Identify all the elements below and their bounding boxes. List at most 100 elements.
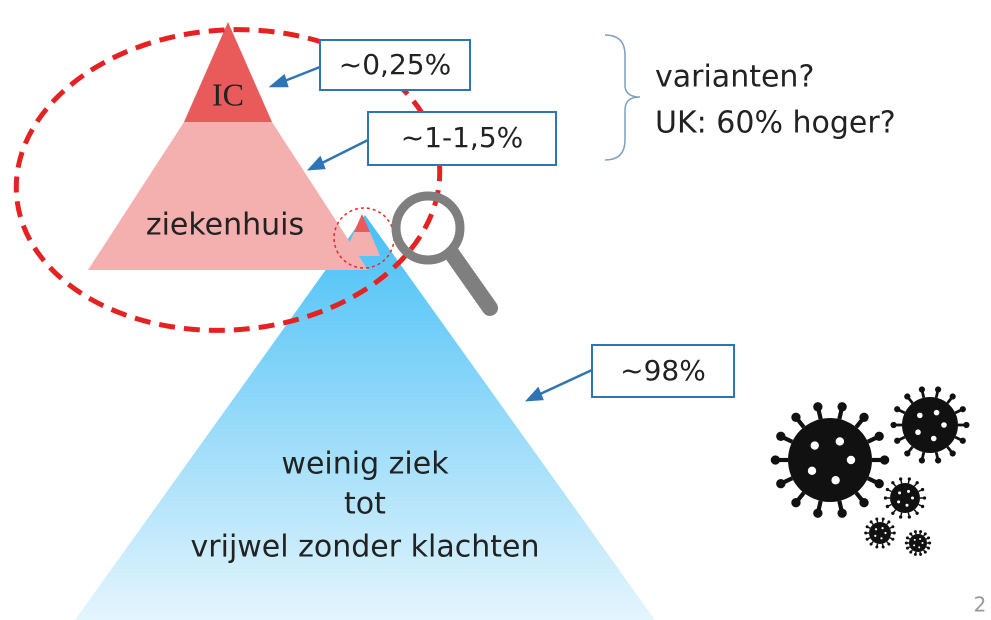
virus-part bbox=[776, 479, 785, 488]
arrow-head bbox=[310, 158, 324, 169]
virus-part bbox=[919, 538, 921, 540]
virus-part bbox=[908, 515, 911, 518]
virus-part bbox=[831, 476, 839, 484]
virus-illustration bbox=[771, 386, 970, 556]
virus-part bbox=[811, 441, 819, 449]
virus-part bbox=[906, 547, 909, 550]
large-label: weinig ziek bbox=[281, 447, 449, 482]
large-label: tot bbox=[344, 487, 386, 522]
virus-part bbox=[909, 551, 912, 554]
virus-part bbox=[813, 509, 822, 518]
side-note: UK: 60% hoger? bbox=[655, 106, 896, 141]
virus-part bbox=[881, 527, 883, 529]
page-number: 2 bbox=[974, 593, 987, 617]
virus-part bbox=[859, 413, 868, 422]
virus-part bbox=[921, 488, 924, 491]
virus-part bbox=[915, 512, 918, 515]
virus-part bbox=[870, 543, 873, 546]
virus-part bbox=[904, 450, 910, 456]
virus-part bbox=[869, 522, 891, 544]
virus-part bbox=[847, 456, 855, 464]
virus-part bbox=[927, 547, 930, 550]
virus-part bbox=[924, 551, 927, 554]
virus-part bbox=[875, 518, 878, 521]
virus-part bbox=[906, 536, 909, 539]
virus-part bbox=[913, 544, 915, 546]
virus-part bbox=[904, 393, 910, 399]
virus-part bbox=[899, 515, 902, 518]
virus-part bbox=[906, 504, 909, 507]
virus-part bbox=[875, 432, 884, 441]
virus-part bbox=[864, 532, 867, 535]
arrow-head bbox=[272, 76, 287, 86]
virus-part bbox=[875, 479, 884, 488]
arrow bbox=[282, 67, 320, 82]
virus-part bbox=[882, 545, 885, 548]
virus-part bbox=[935, 457, 941, 463]
virus-part bbox=[880, 537, 882, 539]
virus-part bbox=[884, 496, 887, 499]
virus-part bbox=[887, 520, 890, 523]
virus-part bbox=[963, 422, 969, 428]
virus-part bbox=[875, 545, 878, 548]
virus-part bbox=[915, 429, 921, 435]
virus-part bbox=[894, 406, 900, 412]
virus-part bbox=[927, 536, 930, 539]
arrow bbox=[320, 140, 368, 164]
virus-part bbox=[914, 539, 916, 541]
virus-part bbox=[960, 438, 966, 444]
virus-part bbox=[919, 457, 925, 463]
virus-part bbox=[919, 530, 922, 533]
hospital-level bbox=[88, 122, 368, 270]
virus-part bbox=[909, 534, 927, 552]
virus-part bbox=[891, 512, 894, 515]
virus-part bbox=[776, 432, 785, 441]
virus-part bbox=[917, 413, 923, 419]
arrow bbox=[538, 370, 592, 395]
virus-part bbox=[891, 538, 894, 541]
virus-part bbox=[899, 477, 902, 480]
virus-part bbox=[882, 518, 885, 521]
slide: IC ziekenhuis weinig ziek tot vrijwel zo… bbox=[0, 0, 991, 620]
virus-part bbox=[918, 546, 920, 548]
virus-part bbox=[836, 437, 844, 445]
virus-part bbox=[921, 505, 924, 508]
virus-part bbox=[923, 496, 926, 499]
virus-part bbox=[874, 535, 876, 537]
virus-part bbox=[813, 402, 822, 411]
virus-part bbox=[880, 455, 889, 464]
virus-part bbox=[808, 467, 816, 475]
virus-part bbox=[893, 532, 896, 535]
callout-label: ~98% bbox=[620, 354, 706, 387]
virus-part bbox=[884, 532, 886, 534]
virus-part bbox=[950, 393, 956, 399]
brace bbox=[605, 35, 640, 160]
virus-part bbox=[891, 481, 894, 484]
virus-part bbox=[931, 436, 937, 442]
virus-part bbox=[941, 422, 947, 428]
virus-part bbox=[922, 542, 924, 544]
virus-part bbox=[866, 538, 869, 541]
virus-part bbox=[886, 488, 889, 491]
virus-part bbox=[837, 402, 846, 411]
virus-part bbox=[897, 500, 900, 503]
callout-label: ~1-1,5% bbox=[401, 121, 524, 154]
virus-part bbox=[791, 498, 800, 507]
virus-part bbox=[934, 410, 940, 416]
hospital-label: ziekenhuis bbox=[146, 208, 304, 243]
virus-part bbox=[870, 520, 873, 523]
large-label: vrijwel zonder klachten bbox=[191, 530, 540, 565]
virus-part bbox=[909, 532, 912, 535]
virus-part bbox=[859, 498, 868, 507]
virus-part bbox=[960, 406, 966, 412]
virus-part bbox=[902, 397, 958, 453]
virus-part bbox=[911, 497, 914, 500]
virus-part bbox=[898, 491, 901, 494]
virus-part bbox=[914, 553, 917, 556]
virus-part bbox=[875, 528, 877, 530]
virus-part bbox=[908, 477, 911, 480]
ic-label: IC bbox=[212, 76, 244, 112]
virus-part bbox=[905, 542, 908, 545]
callout-label: ~0,25% bbox=[339, 48, 451, 81]
virus-part bbox=[891, 525, 894, 528]
